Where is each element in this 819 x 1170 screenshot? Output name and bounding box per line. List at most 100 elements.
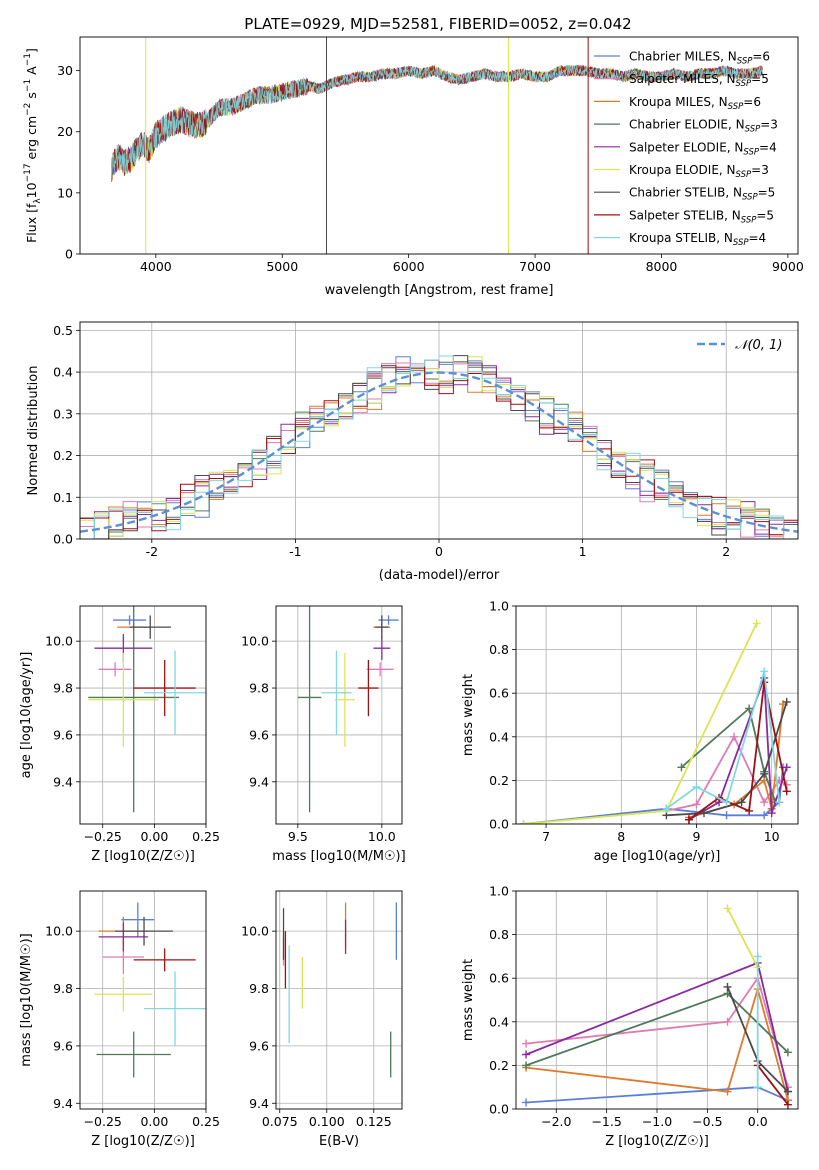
residuals-panel: -2 -1 0 1 2 0.0 0.1 0.2 0.3 0.4 0.5 (data-model)/er… [26, 321, 799, 583]
age_vs_Z-plot-area [80, 606, 206, 824]
weight-marker [692, 800, 701, 809]
legend-label: Kroupa ELODIE, NSSP=3 [629, 163, 769, 180]
weight-marker [760, 667, 769, 676]
x-axis-label: (data-model)/error [379, 568, 500, 583]
weight-marker [522, 1098, 531, 1107]
x-tick-label: −1.5 [591, 1114, 621, 1129]
age_vs_mass-frame [275, 605, 403, 825]
x-tick-label: 8000 [646, 259, 678, 274]
y-tick-label: 0.3 [53, 406, 73, 421]
histogram-step [80, 355, 798, 539]
age_vs_mass-panel: 9.5 10.0 9.4 9.6 9.8 10.0 mass [log10(M/M☉)] [241, 605, 406, 864]
y-tick-label: 0 [65, 247, 73, 262]
y-tick-label: 1.0 [489, 884, 509, 899]
x-axis-label: E(B-V) [319, 1134, 359, 1149]
y-tick-label: 10.0 [241, 924, 269, 939]
y-tick-label: 0.4 [53, 365, 73, 380]
weight-marker [723, 904, 732, 913]
y-tick-label: 30 [57, 63, 73, 78]
x-tick-label: 9.5 [288, 829, 308, 844]
spectrum-line [111, 64, 763, 182]
weight-marker [782, 787, 791, 796]
spectrum-plot-area [111, 37, 763, 254]
y-tick-label: 9.6 [249, 727, 269, 742]
y-tick-label: 0.2 [489, 773, 509, 788]
x-tick-label: -1 [289, 544, 301, 559]
weight-marker [767, 809, 776, 818]
x-axis-label: Z [log10(Z/Z☉)] [91, 849, 195, 864]
x-tick-label: 0.00 [140, 829, 168, 844]
x-tick-label: 0.125 [356, 1114, 392, 1129]
x-tick-label: 0.0 [748, 1114, 768, 1129]
y-tick-label: 0.2 [53, 448, 73, 463]
x-tick-label: 0.00 [140, 1114, 168, 1129]
x-tick-label: 10 [764, 829, 780, 844]
y-tick-label: 9.4 [53, 1096, 73, 1111]
weight-marker [783, 1087, 792, 1096]
x-axis-label: wavelength [Angstrom, rest frame] [325, 283, 554, 298]
weight-marker [745, 806, 754, 815]
y-tick-label: 0.2 [489, 1058, 509, 1073]
weight-marker [760, 811, 769, 820]
mass_vs_Z-frame [79, 890, 207, 1110]
spectrum-line [111, 65, 763, 182]
y-tick-label: 9.8 [53, 681, 73, 696]
weight-marker [782, 763, 791, 772]
x-tick-label: 1 [579, 544, 587, 559]
residuals-frame [79, 321, 799, 540]
x-tick-label: 7000 [519, 259, 551, 274]
legend-label: Chabrier MILES, NSSP=6 [629, 50, 770, 67]
y-tick-label: 0.4 [489, 729, 509, 744]
weight-marker [752, 619, 761, 628]
mass_vs_Z-plot-area [80, 891, 206, 1109]
x-tick-label: 0 [435, 544, 443, 559]
x-tick-label: 6000 [393, 259, 425, 274]
legend-label: Chabrier STELIB, NSSP=5 [629, 186, 775, 203]
weight-line [523, 767, 784, 824]
legend-label: Salpeter MILES, NSSP=5 [629, 72, 769, 89]
age_vs_Z-panel: −0.25 0.00 0.25 9.4 9.6 9.8 10.0 Z [log10(Z/Z☉)… [19, 605, 220, 864]
y-tick-label: 0.1 [53, 490, 73, 505]
legend-label: Kroupa STELIB, NSSP=4 [629, 231, 766, 248]
weight-marker [730, 732, 739, 741]
weight_vs_age-frame [515, 605, 799, 825]
x-tick-label: −0.25 [84, 829, 122, 844]
weight_vs_Z-plot-area [516, 891, 798, 1109]
weight_vs_Z-panel: −2.0 −1.5 −1.0 −0.5 0.0 0.0 0.2 0.4 0.6 0.8 1.0 Z [… [461, 884, 799, 1149]
y-tick-label: 0.0 [489, 1102, 509, 1117]
weight-marker [782, 697, 791, 706]
y-tick-label: 9.4 [249, 1096, 269, 1111]
mass_vs_EBV-panel: 0.075 0.100 0.125 9.4 9.6 9.8 10.0 E(B-V) [241, 890, 403, 1149]
y-tick-label: 9.6 [249, 1038, 269, 1053]
weight-marker [760, 798, 769, 807]
weight-marker [753, 1083, 762, 1092]
y-tick-label: 9.6 [53, 1038, 73, 1053]
weight-line [666, 734, 788, 812]
y-tick-label: 9.4 [53, 774, 73, 789]
weight-marker [522, 1039, 531, 1048]
x-tick-label: -2 [146, 544, 158, 559]
weight-line [526, 976, 789, 1088]
y-tick-label: 0.0 [489, 817, 509, 832]
histogram-step [80, 356, 798, 539]
y-tick-label: 0.0 [53, 532, 73, 547]
legend-label: Salpeter STELIB, NSSP=5 [629, 208, 774, 225]
weight-marker [677, 763, 686, 772]
weight-marker [783, 1100, 792, 1109]
weight-marker [662, 804, 671, 813]
weight-marker [745, 704, 754, 713]
x-axis-label: mass [log10(M/M☉)] [272, 849, 405, 864]
x-tick-label: 4000 [140, 259, 172, 274]
weight-marker [692, 782, 701, 791]
x-tick-label: −1.0 [642, 1114, 672, 1129]
x-tick-label: 8 [617, 829, 625, 844]
weight-marker [522, 1061, 531, 1070]
weight-marker [684, 815, 693, 824]
y-tick-label: 10.0 [45, 634, 73, 649]
weight-marker [519, 820, 528, 824]
weight_vs_Z-frame [515, 890, 799, 1110]
residuals-plot-area [80, 322, 798, 539]
y-axis-label: mass [log10(M/M☉)] [19, 933, 34, 1066]
x-tick-label: −0.25 [84, 1114, 122, 1129]
y-axis-label: Flux [fλ10−17 erg cm−2 s−1 A−1] [23, 48, 43, 243]
